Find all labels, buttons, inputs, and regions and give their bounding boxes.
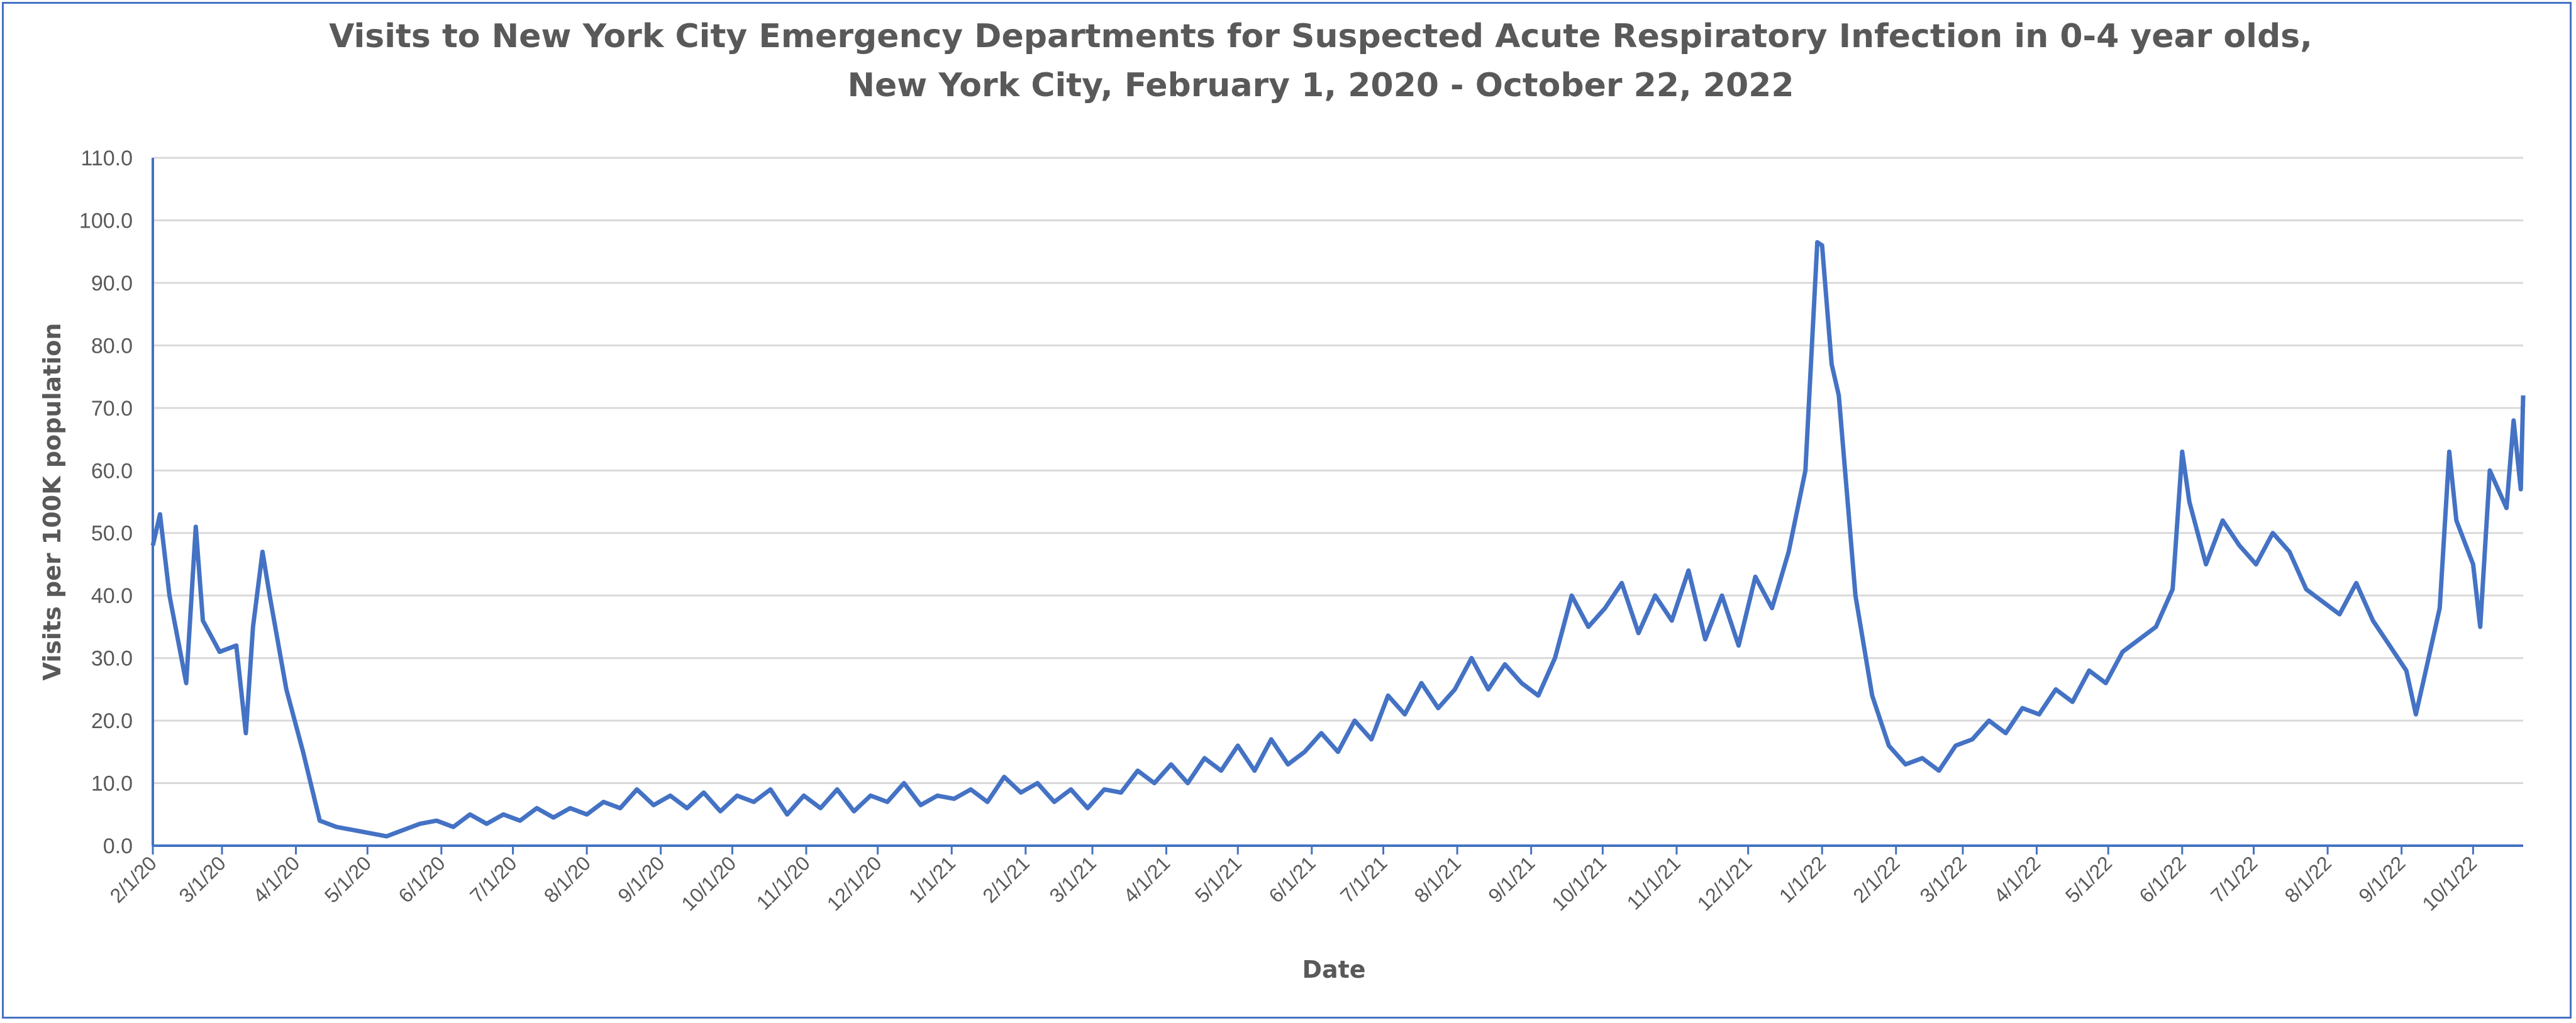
x-tick-label: 8/1/20 bbox=[540, 851, 595, 907]
gridlines bbox=[153, 157, 2523, 785]
y-tick-label: 20.0 bbox=[91, 709, 133, 733]
y-tick-label: 0.0 bbox=[103, 834, 133, 858]
x-tick-label: 8/1/21 bbox=[1410, 851, 1465, 907]
x-tick-label: 3/1/20 bbox=[175, 851, 230, 907]
x-tick-label: 4/1/21 bbox=[1119, 851, 1174, 907]
x-tick-label: 4/1/20 bbox=[248, 851, 304, 907]
series-group bbox=[150, 240, 2526, 839]
y-tick-label: 70.0 bbox=[91, 397, 133, 421]
y-axis-label: Visits per 100K population bbox=[38, 323, 66, 681]
x-tick-label: 9/1/22 bbox=[2354, 851, 2409, 907]
x-tick-label: 7/1/21 bbox=[1336, 851, 1391, 907]
x-tick-label: 3/1/21 bbox=[1045, 851, 1101, 907]
x-tick-label: 3/1/22 bbox=[1916, 851, 1971, 907]
x-tick-label: 7/1/22 bbox=[2206, 851, 2262, 907]
y-tick-label: 30.0 bbox=[91, 647, 133, 671]
chart-title-line2: New York City, February 1, 2020 - Octobe… bbox=[847, 67, 1794, 104]
y-tick-label: 50.0 bbox=[91, 522, 133, 546]
x-tick-label: 9/1/21 bbox=[1484, 851, 1539, 907]
x-tick-label: 10/1/21 bbox=[1547, 851, 1611, 915]
x-tick-label: 8/1/22 bbox=[2280, 851, 2336, 907]
x-tick-label: 1/1/21 bbox=[904, 851, 960, 907]
y-tick-label: 60.0 bbox=[91, 459, 133, 483]
y-axis-ticks: 0.0 10.0 20.0 30.0 40.0 50.0 60.0 70.0 80.0 90.0 1… bbox=[79, 147, 133, 858]
x-tick-label: 2/1/20 bbox=[106, 851, 161, 907]
x-tick-label: 6/1/21 bbox=[1264, 851, 1319, 907]
series-line bbox=[150, 240, 2526, 839]
x-tick-label: 5/1/21 bbox=[1191, 851, 1246, 907]
x-tick-label: 2/1/22 bbox=[1848, 851, 1904, 907]
x-tick-label: 7/1/20 bbox=[465, 851, 521, 907]
x-axis-label: Date bbox=[1302, 956, 1365, 983]
x-tick-label: 6/1/22 bbox=[2135, 851, 2190, 907]
x-tick-label: 11/1/21 bbox=[1623, 851, 1685, 914]
x-tick-label: 9/1/20 bbox=[613, 851, 669, 907]
x-tick-label: 5/1/22 bbox=[2061, 851, 2116, 907]
x-tick-label: 12/1/20 bbox=[823, 851, 886, 915]
x-tick-label: 10/1/22 bbox=[2418, 851, 2481, 915]
x-tick-label: 10/1/20 bbox=[677, 851, 740, 915]
x-tick-label: 1/1/22 bbox=[1775, 851, 1830, 907]
x-tick-label: 6/1/20 bbox=[394, 851, 449, 907]
chart-title-line1: Visits to New York City Emergency Depart… bbox=[329, 18, 2312, 55]
x-tick-label: 5/1/20 bbox=[320, 851, 375, 907]
x-tick-label: 2/1/21 bbox=[978, 851, 1033, 907]
y-tick-label: 40.0 bbox=[91, 584, 133, 608]
x-tick-label: 4/1/22 bbox=[1989, 851, 2045, 907]
y-tick-label: 90.0 bbox=[91, 272, 133, 296]
x-axis-ticks: 2/1/20 3/1/20 4/1/20 5/1/20 6/1/20 7/1/20 8/1/… bbox=[106, 846, 2481, 915]
x-tick-label: 12/1/21 bbox=[1693, 851, 1757, 915]
y-tick-label: 80.0 bbox=[91, 334, 133, 358]
y-tick-label: 110.0 bbox=[80, 147, 133, 170]
x-tick-label: 11/1/20 bbox=[752, 851, 814, 914]
y-tick-label: 100.0 bbox=[79, 209, 133, 233]
y-tick-label: 10.0 bbox=[91, 772, 133, 796]
